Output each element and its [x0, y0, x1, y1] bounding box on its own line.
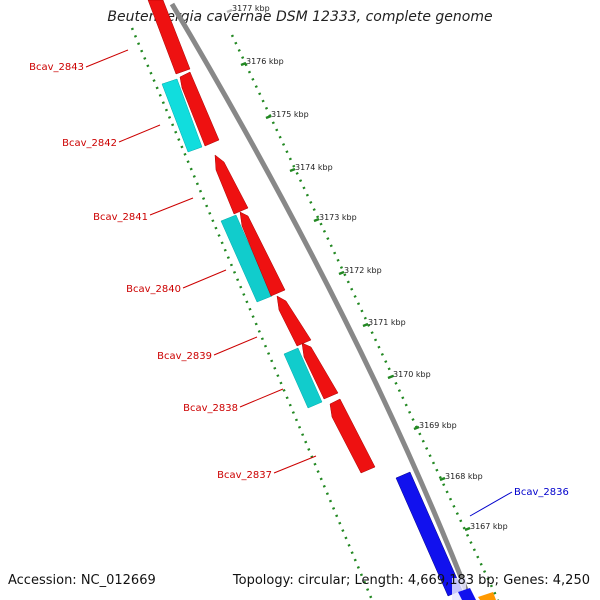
gene-leader-line: [85, 49, 129, 68]
scale-tick-mark: [226, 8, 233, 14]
outer-dotted-ring: [230, 34, 500, 600]
scale-tick-mark: [413, 425, 420, 431]
cyan-feature-2: [220, 214, 273, 303]
gene-arrow-2838: [301, 342, 339, 400]
gene-arrow-2837: [329, 398, 376, 474]
gene-arrow-2842: [179, 71, 220, 147]
gene-label: Bcav_2838: [183, 403, 238, 414]
scale-tick-mark: [464, 526, 471, 532]
scale-tick-label: 3169 kbp: [419, 421, 457, 430]
scale-tick-mark: [289, 167, 296, 173]
cyan-feature-3: [283, 347, 323, 409]
gene-label: Bcav_2843: [29, 62, 84, 73]
gene-labels: Bcav_2843 Bcav_2842 Bcav_2841 Bcav_2840 Bcav…: [29, 49, 569, 517]
scale-tick-label: 3175 kbp: [271, 110, 309, 119]
scale-tick-label: 3170 kbp: [393, 370, 431, 379]
gene-leader-line: [273, 455, 317, 474]
gene-label: Bcav_2837: [217, 470, 272, 481]
backbone-ring: [169, 2, 473, 600]
scale-tick-mark: [387, 374, 394, 380]
length-text: Length: 4,669,183 bp;: [354, 573, 500, 588]
gene-arrow-2841: [214, 154, 249, 215]
scale-tick-label: 3171 kbp: [368, 318, 406, 327]
scale-tick-mark: [338, 270, 345, 276]
scale-tick-label: 3168 kbp: [445, 472, 483, 481]
inner-dotted-ring: [130, 27, 374, 600]
gene-arrow-2839: [276, 295, 312, 347]
gene-label: Bcav_2841: [93, 212, 148, 223]
gene-label: Bcav_2840: [126, 284, 181, 295]
scale-tick-mark: [362, 322, 369, 328]
accession-text: Accession: NC_012669: [8, 573, 156, 588]
gene-arrow-2843: [147, 0, 191, 75]
map-title: Beutenbergia cavernae DSM 12333, complet…: [107, 9, 493, 25]
scale-tick-mark: [439, 476, 446, 482]
scale-tick-mark: [313, 217, 320, 223]
scale-tick-label: 3167 kbp: [470, 522, 508, 531]
gene-arrow-next-orange: [478, 592, 496, 600]
gene-leader-line: [118, 124, 161, 143]
cyan-feature-1: [161, 78, 203, 153]
scale-tick-label: 3173 kbp: [319, 213, 357, 222]
gene-leader-line: [213, 336, 258, 356]
genes-count-text: Genes: 4,250: [503, 573, 590, 588]
scale-ticks: 3177 kbp 3176 kbp 3175 kbp 3174 kbp 3173 kbp…: [226, 4, 508, 532]
gene-leader-line: [182, 269, 227, 289]
scale-tick-mark: [240, 61, 247, 67]
topology-text: Topology: circular;: [232, 573, 351, 588]
gene-leader-line: [239, 388, 284, 408]
gene-label: Bcav_2842: [62, 138, 117, 149]
gene-arrow-next-blue: [458, 588, 476, 600]
gene-leader-line: [469, 491, 513, 517]
scale-tick-label: 3177 kbp: [232, 4, 270, 13]
scale-tick-label: 3172 kbp: [344, 266, 382, 275]
scale-tick-label: 3174 kbp: [295, 163, 333, 172]
scale-tick-label: 3176 kbp: [246, 57, 284, 66]
gene-label: Bcav_2836: [514, 487, 569, 498]
gene-label: Bcav_2839: [157, 351, 212, 362]
gene-leader-line: [149, 197, 194, 216]
scale-tick-mark: [265, 114, 272, 120]
gene-arrow-2840: [239, 211, 286, 297]
genome-stats: Topology: circular; Length: 4,669,183 bp…: [233, 573, 590, 588]
